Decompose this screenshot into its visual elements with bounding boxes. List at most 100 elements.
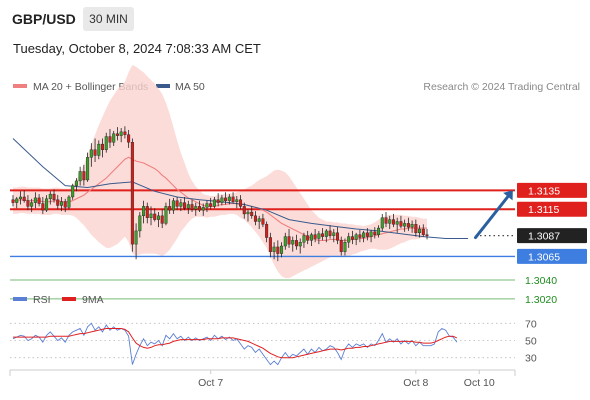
candle-body-up	[309, 234, 313, 241]
candle	[343, 238, 347, 256]
rsi-panel: 70 50 30	[10, 318, 537, 366]
candle	[205, 200, 209, 213]
candle	[235, 196, 239, 209]
candle-body-down	[101, 143, 105, 150]
candle-body-down	[265, 224, 269, 238]
candle	[156, 212, 160, 228]
candle-body-down	[294, 240, 298, 247]
candle	[324, 229, 328, 243]
candle-body-up	[201, 207, 205, 211]
candle	[410, 220, 414, 233]
timeframe-badge[interactable]: 30 MIN	[83, 7, 134, 31]
candle-body-up	[33, 197, 37, 203]
candle	[309, 232, 313, 247]
candle-body-down	[242, 206, 246, 215]
candle	[358, 229, 362, 243]
candle-body-up	[418, 228, 422, 234]
candle	[283, 232, 287, 250]
candle-body-up	[194, 206, 198, 210]
candle	[328, 225, 332, 239]
candle-body-up	[257, 218, 261, 222]
candle-body-down	[130, 142, 134, 245]
candle-body-down	[197, 206, 201, 211]
candle-body-down	[123, 131, 127, 135]
candle-body-down	[115, 133, 119, 136]
candle	[142, 200, 146, 224]
candle-body-up	[156, 215, 160, 220]
candle-body-up	[212, 199, 216, 207]
candle	[216, 193, 220, 207]
forecast-arrow-head	[503, 190, 513, 201]
candle	[130, 138, 134, 252]
bollinger-band-area	[13, 64, 427, 279]
candle	[89, 143, 93, 167]
candle-body-down	[183, 202, 187, 209]
candle	[212, 196, 216, 209]
candle-body-up	[48, 193, 52, 200]
level-label-last: 1.3087	[528, 231, 560, 243]
candle	[227, 194, 231, 205]
candle-body-down	[168, 206, 172, 211]
candle	[257, 215, 261, 230]
candle-body-up	[362, 232, 366, 238]
candle	[183, 196, 187, 211]
candle-body-down	[22, 196, 26, 201]
candle	[15, 196, 19, 209]
candle-body-up	[388, 219, 392, 224]
candle-body-up	[205, 203, 209, 208]
candle-body-up	[138, 215, 142, 232]
candle	[119, 128, 123, 143]
candle-body-up	[220, 197, 224, 203]
candle-body-up	[403, 223, 407, 227]
bollinger-bands	[13, 64, 427, 279]
candle	[22, 190, 26, 203]
candle	[45, 195, 49, 213]
candle-body-down	[145, 206, 149, 218]
candle	[115, 127, 119, 141]
candle	[171, 197, 175, 214]
level-label-resistance: 1.3115	[528, 204, 559, 216]
candle	[104, 132, 108, 153]
candles	[11, 126, 429, 262]
candle-body-down	[384, 217, 388, 224]
candle-body-up	[395, 221, 399, 225]
x-axis-label: Oct 8	[403, 377, 428, 389]
candle	[108, 129, 112, 148]
credit-label: Research © 2024 Trading Central	[423, 81, 580, 93]
candle-body-up	[380, 217, 384, 229]
candle	[418, 225, 422, 238]
candle-body-up	[332, 232, 336, 236]
candle-body-down	[261, 218, 265, 225]
candle-body-up	[142, 206, 146, 217]
candle	[291, 236, 295, 252]
x-axis-labels: Oct 7 Oct 8 Oct 10	[198, 370, 495, 389]
candle	[175, 196, 179, 211]
datetime-label: Tuesday, October 8, 2024 7:08:33 AM CET	[13, 41, 261, 56]
candle-body-up	[291, 240, 295, 245]
candle-body-down	[336, 232, 340, 241]
candle-body-down	[276, 246, 280, 254]
candle	[362, 230, 366, 243]
candle	[112, 130, 116, 147]
candle-body-down	[190, 204, 194, 210]
candle-body-up	[410, 224, 414, 228]
candle-body-up	[97, 143, 101, 156]
candle	[369, 229, 373, 243]
candle	[321, 228, 325, 241]
candle	[153, 208, 157, 222]
candle	[164, 202, 168, 226]
candle-body-down	[358, 234, 362, 238]
candle	[197, 200, 201, 213]
candle	[403, 219, 407, 232]
candle	[406, 217, 410, 231]
candle	[242, 202, 246, 219]
candle-body-up	[186, 204, 190, 209]
candle-body-down	[425, 234, 429, 236]
candle	[388, 215, 392, 230]
candle	[246, 209, 250, 222]
candle-body-down	[313, 234, 317, 239]
candle-body-down	[82, 171, 86, 181]
candle	[224, 192, 228, 205]
candle-body-up	[71, 185, 75, 198]
